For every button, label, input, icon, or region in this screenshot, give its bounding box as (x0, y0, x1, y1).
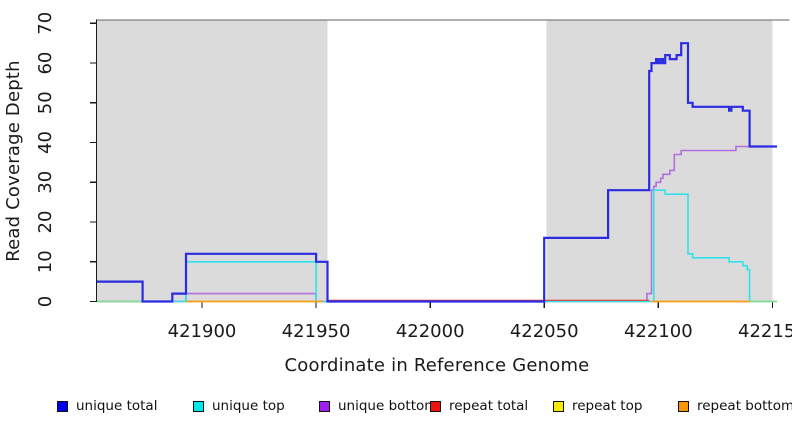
legend-label: unique total (76, 398, 158, 414)
x-tick-label: 422000 (396, 321, 465, 342)
y-axis-title: Read Coverage Depth (3, 60, 24, 262)
legend-label: unique top (212, 398, 285, 414)
legend-item-repeat-total: repeat total (430, 398, 528, 414)
y-tick-label: 20 (35, 211, 56, 234)
legend-item-unique-total: unique total (57, 398, 157, 414)
y-tick-label: 30 (35, 171, 56, 194)
x-axis-title: Coordinate in Reference Genome (284, 355, 590, 376)
x-tick-label: 422050 (510, 321, 579, 342)
shaded-region-1 (97, 20, 328, 302)
legend-swatch-icon (553, 400, 564, 412)
y-tick-label: 40 (35, 131, 56, 154)
legend-label: repeat top (572, 398, 643, 414)
legend-label: repeat bottom (697, 398, 792, 414)
series-unique-top-line (97, 189, 777, 303)
legend-label: unique bottom (338, 398, 438, 414)
legend-swatch-icon (57, 400, 68, 412)
legend-item-repeat-top: repeat top (553, 398, 642, 414)
y-tick-label: 60 (35, 52, 56, 75)
legend-item-unique-bottom: unique bottom (319, 398, 437, 414)
series-unique-total-line (97, 42, 777, 303)
y-tick-label: 10 (35, 250, 56, 273)
y-tick-label: 70 (35, 12, 56, 35)
x-tick-label: 421950 (282, 321, 351, 342)
legend-item-repeat-bottom: repeat bottom (678, 398, 792, 414)
x-tick-label: 421900 (168, 321, 237, 342)
legend-swatch-icon (430, 400, 441, 412)
legend: unique total unique top unique bottom repea… (0, 398, 792, 418)
y-tick-label: 0 (35, 296, 56, 307)
y-tick-label: 50 (35, 91, 56, 114)
x-tick-label: 422100 (624, 321, 693, 342)
legend-item-unique-top: unique top (193, 398, 285, 414)
legend-swatch-icon (193, 400, 204, 412)
legend-label: repeat total (449, 398, 529, 414)
legend-swatch-icon (678, 400, 689, 412)
shaded-region-2 (546, 20, 773, 302)
legend-swatch-icon (319, 400, 330, 412)
